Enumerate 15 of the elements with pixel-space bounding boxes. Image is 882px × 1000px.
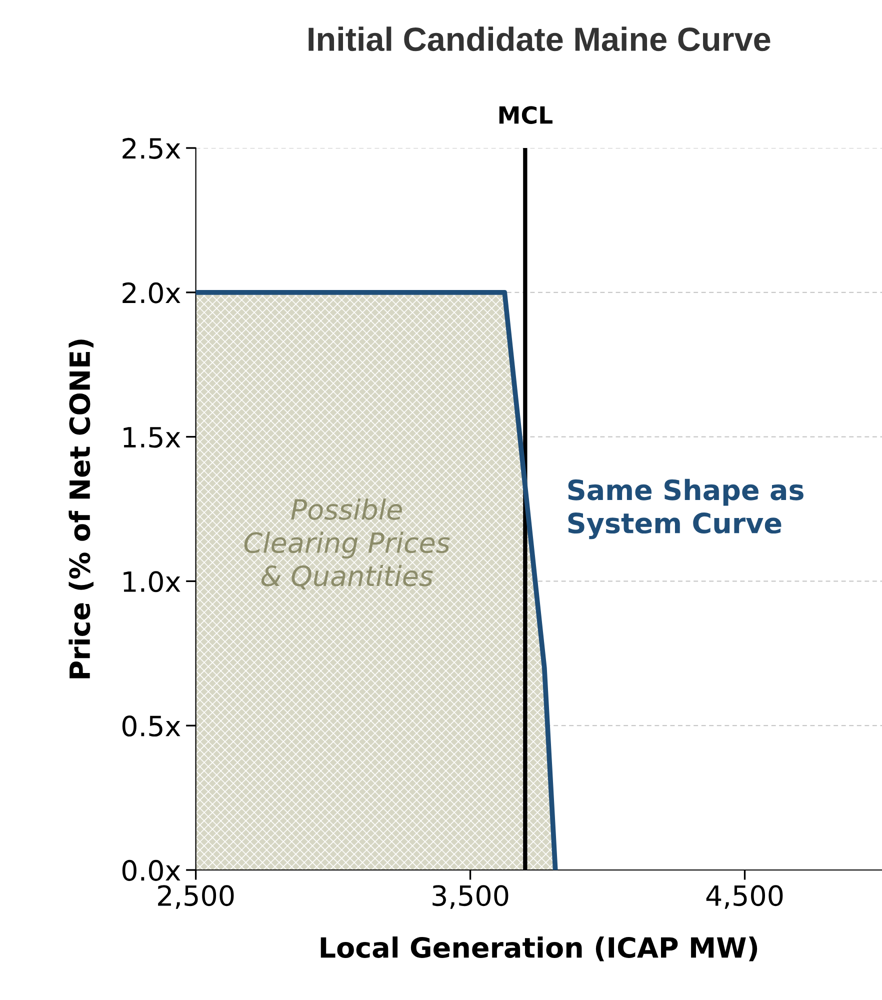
- y-axis-title: Price (% of Net CONE): [68, 340, 94, 678]
- x-axis-title: Local Generation (ICAP MW): [320, 936, 758, 962]
- ref-line-label: MCL: [499, 106, 552, 124]
- y-tick-label: 1.0x: [124, 571, 180, 592]
- x-tick-label: 2,500: [158, 885, 234, 909]
- y-tick-label: 2.0x: [122, 282, 180, 304]
- x-tick-label: 4,500: [706, 885, 783, 909]
- x-tick-label: 3,500: [432, 885, 508, 909]
- annotation: Same Shape as System Curve: [568, 478, 804, 540]
- y-tick-label: 0.5x: [122, 716, 180, 737]
- annotation: Possible Clearing Prices & Quantities: [244, 498, 450, 590]
- y-tick-label: 2.5x: [122, 138, 180, 159]
- y-tick-label: 1.5x: [124, 427, 180, 448]
- chart-title: Initial Candidate Maine Curve: [308, 26, 770, 52]
- y-tick-label: 0.0x: [122, 860, 180, 881]
